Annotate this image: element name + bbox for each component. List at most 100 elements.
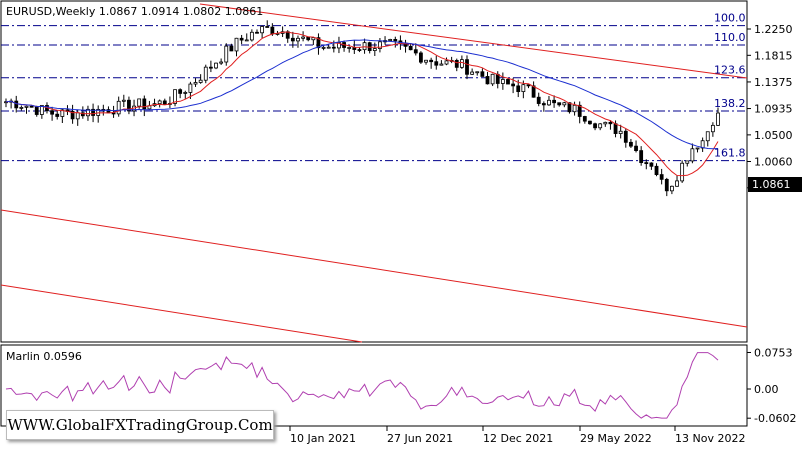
candle — [434, 55, 439, 70]
marlin-tick-label: 0.00 — [754, 383, 779, 396]
candle — [582, 115, 587, 124]
candle — [121, 94, 126, 107]
candle — [357, 47, 362, 53]
price-tick-label: 1.0060 — [754, 155, 793, 168]
date-tick-label: 10 Jan 2021 — [290, 432, 356, 445]
candle — [244, 33, 249, 42]
candle — [408, 43, 413, 51]
fibonacci-labels: 100.0 110.0 123.6 138.2 161.8 — [714, 12, 746, 160]
candle — [506, 78, 510, 85]
candle — [316, 33, 321, 55]
candle — [198, 74, 203, 84]
candle — [716, 107, 720, 126]
candle — [531, 81, 536, 98]
candle — [685, 160, 690, 167]
candle — [4, 98, 8, 108]
candle — [598, 123, 603, 131]
candle — [675, 175, 679, 187]
candle — [260, 25, 265, 39]
candle — [24, 105, 29, 114]
candle — [669, 185, 674, 195]
candle — [577, 101, 582, 124]
trend-line — [0, 284, 363, 343]
candle — [690, 143, 695, 164]
candle — [470, 68, 475, 75]
candle — [255, 29, 259, 34]
candle — [654, 163, 659, 177]
fib-level-label: 161.8 — [714, 147, 746, 160]
candle — [157, 99, 162, 108]
candle — [29, 105, 34, 108]
date-tick-label: 13 Nov 2022 — [675, 432, 745, 445]
candle — [239, 34, 244, 45]
candle — [439, 60, 444, 66]
price-tick-label: 1.2250 — [754, 23, 793, 36]
marlin-panel — [0, 344, 748, 427]
date-tick-label: 27 Jun 2021 — [387, 432, 453, 445]
candle — [593, 122, 597, 131]
candle — [588, 120, 592, 125]
marlin-tick-label: -0.0602 — [754, 412, 796, 425]
candle — [500, 72, 505, 90]
marlin-axis: 0.0753 0.00 -0.0602 — [747, 346, 796, 425]
candle — [234, 37, 239, 57]
marlin-tick-label: 0.0753 — [754, 346, 793, 359]
candle — [567, 102, 572, 114]
candle — [337, 36, 341, 54]
fast-moving-average — [5, 31, 719, 177]
candle — [644, 159, 649, 170]
last-price-box: 1.0861 — [748, 177, 802, 192]
candle — [419, 51, 423, 64]
candle — [623, 128, 628, 148]
candle — [321, 45, 326, 51]
candle — [301, 31, 305, 42]
marlin-label: Marlin 0.0596 — [6, 350, 82, 363]
price-tick-label: 1.1375 — [754, 76, 793, 89]
candle — [203, 64, 208, 84]
candle — [659, 168, 664, 185]
candle — [536, 92, 541, 107]
candle — [224, 43, 229, 66]
candle — [372, 42, 377, 56]
candle — [454, 58, 459, 72]
candle — [39, 105, 44, 119]
candle — [208, 60, 213, 73]
candle — [649, 162, 654, 170]
candle — [552, 95, 556, 108]
candle — [116, 96, 121, 117]
trend-channel — [0, 3, 748, 343]
candle — [178, 88, 183, 99]
candle — [362, 38, 367, 54]
price-tick-label: 1.0935 — [754, 103, 793, 116]
candle — [695, 147, 700, 153]
main-panel — [0, 0, 748, 343]
candle — [249, 29, 254, 42]
candle — [183, 90, 188, 99]
candle — [541, 101, 546, 112]
candle — [91, 103, 95, 123]
candle — [60, 109, 65, 124]
trend-line — [199, 3, 748, 79]
date-axis: 10 Jan 2021 27 Jun 2021 12 Dec 2021 29 May … — [289, 426, 745, 445]
candle — [162, 98, 167, 105]
date-tick-label: 29 May 2022 — [580, 432, 652, 445]
candle — [290, 31, 295, 48]
candle — [465, 55, 469, 80]
fib-level-label: 123.6 — [714, 64, 746, 77]
candle — [444, 57, 449, 66]
candle — [219, 58, 224, 65]
candle — [70, 104, 75, 124]
candle — [562, 101, 567, 108]
price-tick-label: 1.1815 — [754, 49, 793, 62]
date-tick-label: 12 Dec 2021 — [483, 432, 553, 445]
candle — [14, 95, 19, 113]
candle — [413, 43, 418, 56]
candle — [424, 59, 428, 65]
candle — [557, 102, 562, 107]
candle — [55, 110, 60, 120]
candle — [214, 62, 218, 70]
candle — [705, 131, 710, 147]
fibonacci-levels — [1, 25, 747, 162]
candle — [603, 121, 608, 127]
